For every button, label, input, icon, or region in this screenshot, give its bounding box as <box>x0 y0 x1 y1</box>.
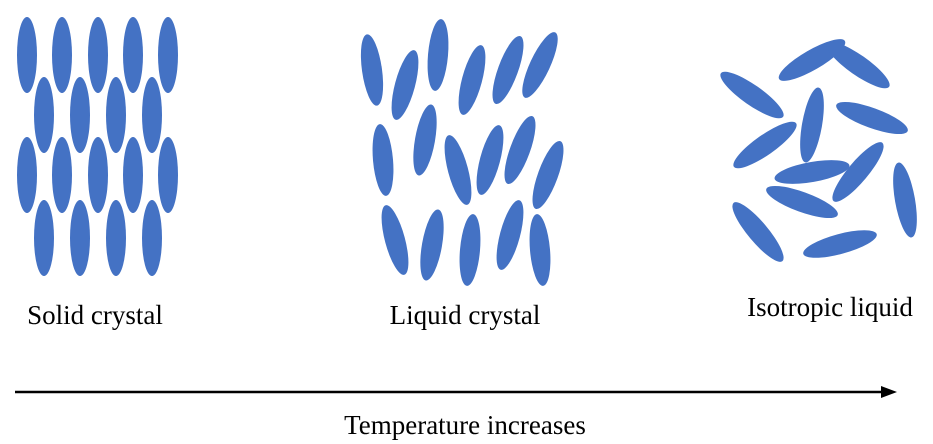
arrow-head <box>881 386 897 398</box>
isotropic-label: Isotropic liquid <box>747 292 913 322</box>
liquid-crystal-molecules <box>357 18 570 286</box>
solid-crystal-molecules <box>17 17 178 276</box>
diagram: Solid crystal Liquid crystal Isotropic l… <box>0 0 933 444</box>
solid-label: Solid crystal <box>27 300 163 330</box>
isotropic-liquid-molecules <box>715 32 921 267</box>
liquid-crystal-label: Liquid crystal <box>390 300 541 330</box>
page: Solid crystal Liquid crystal Isotropic l… <box>0 0 933 444</box>
arrow-label: Temperature increases <box>344 410 586 440</box>
